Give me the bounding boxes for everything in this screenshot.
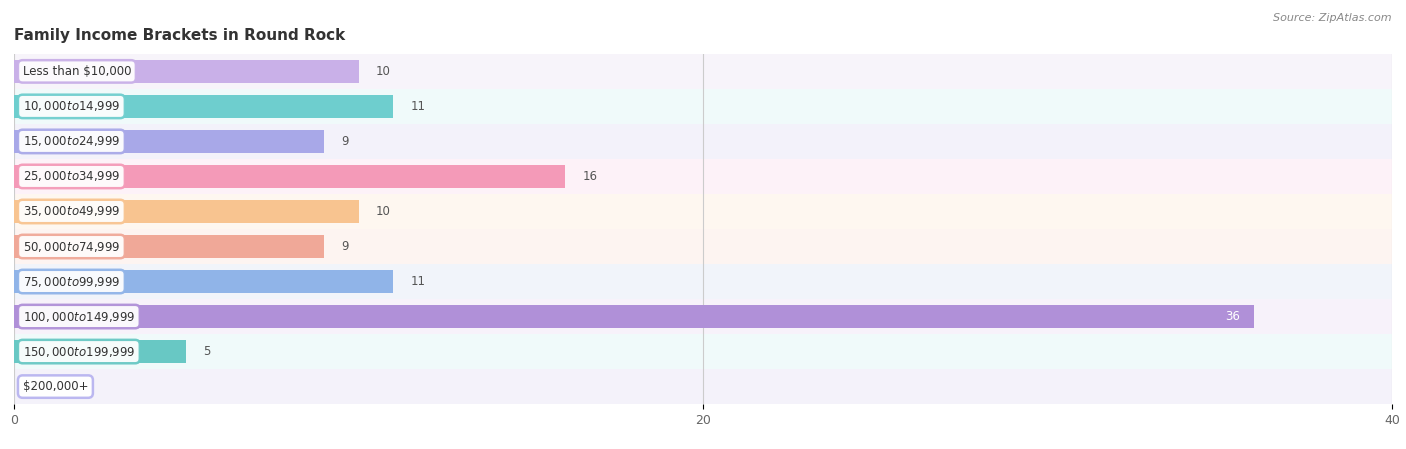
Bar [14, 235, 325, 258]
Text: Less than $10,000: Less than $10,000 [22, 65, 131, 78]
Text: 11: 11 [411, 100, 425, 113]
Text: 10: 10 [375, 205, 391, 218]
Text: $50,000 to $74,999: $50,000 to $74,999 [22, 239, 120, 254]
Bar [14, 305, 1254, 328]
Text: $150,000 to $199,999: $150,000 to $199,999 [22, 344, 135, 359]
Bar [14, 299, 1392, 334]
Text: Family Income Brackets in Round Rock: Family Income Brackets in Round Rock [14, 28, 346, 43]
Bar [14, 60, 359, 83]
Bar [14, 89, 1392, 124]
Text: 0: 0 [31, 380, 38, 393]
Text: 9: 9 [342, 240, 349, 253]
Text: 36: 36 [1226, 310, 1240, 323]
Bar [14, 54, 1392, 89]
Text: 11: 11 [411, 275, 425, 288]
Text: $200,000+: $200,000+ [22, 380, 89, 393]
Bar [14, 270, 394, 293]
Text: $35,000 to $49,999: $35,000 to $49,999 [22, 204, 120, 219]
Bar [14, 334, 1392, 369]
Bar [14, 200, 359, 223]
Bar [14, 369, 1392, 404]
Bar [14, 194, 1392, 229]
Text: 10: 10 [375, 65, 391, 78]
Bar [14, 124, 1392, 159]
Text: $75,000 to $99,999: $75,000 to $99,999 [22, 274, 120, 289]
Bar [14, 130, 325, 153]
Text: 5: 5 [204, 345, 211, 358]
Text: Source: ZipAtlas.com: Source: ZipAtlas.com [1274, 13, 1392, 23]
Text: 16: 16 [582, 170, 598, 183]
Text: $100,000 to $149,999: $100,000 to $149,999 [22, 309, 135, 324]
Bar [14, 95, 394, 118]
Bar [14, 264, 1392, 299]
Bar [14, 340, 186, 363]
Text: 9: 9 [342, 135, 349, 148]
Text: $15,000 to $24,999: $15,000 to $24,999 [22, 134, 120, 149]
Bar [14, 229, 1392, 264]
Bar [14, 159, 1392, 194]
Text: $10,000 to $14,999: $10,000 to $14,999 [22, 99, 120, 114]
Text: $25,000 to $34,999: $25,000 to $34,999 [22, 169, 120, 184]
Bar [14, 165, 565, 188]
